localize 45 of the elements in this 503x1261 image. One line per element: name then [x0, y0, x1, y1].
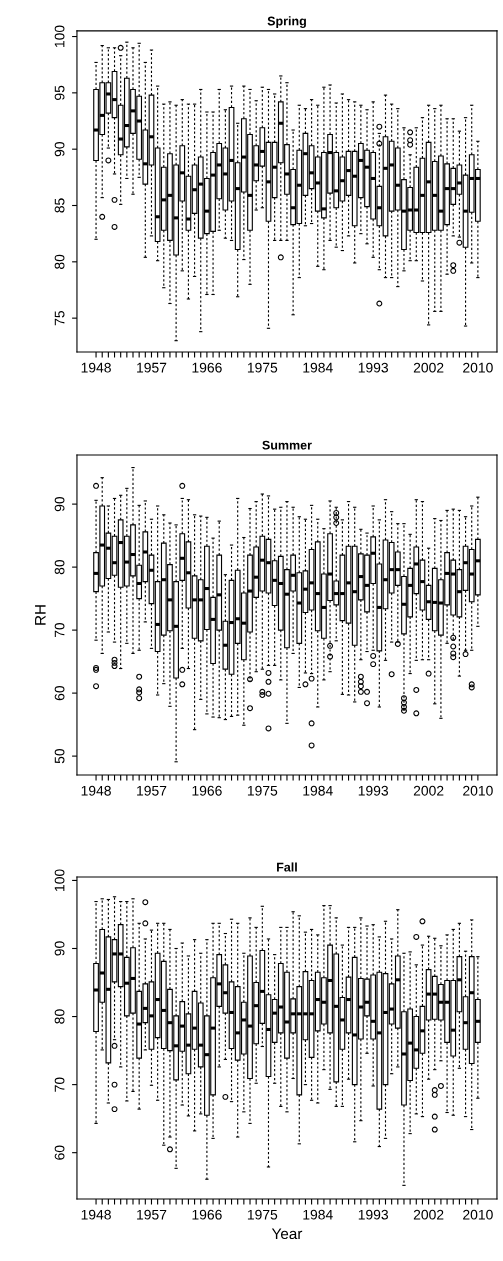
x-tick-label: 1948: [81, 1209, 111, 1220]
y-tick-label: 95: [54, 85, 65, 100]
chart-title: Fall: [277, 862, 297, 872]
x-tick-label: 1993: [358, 362, 389, 373]
x-tick-label: 2002: [413, 362, 444, 373]
y-tick-label: 90: [54, 496, 65, 512]
x-axis-title: Year: [271, 1228, 303, 1240]
y-axis-title: RH: [35, 605, 46, 625]
y-tick-label: 75: [54, 311, 65, 326]
chart-title: Spring: [267, 16, 306, 28]
x-tick-label: 1966: [192, 362, 222, 373]
y-tick-label: 60: [54, 1145, 65, 1160]
y-tick-label: 90: [54, 141, 65, 157]
x-tick-label: 1993: [358, 1209, 389, 1220]
x-tick-label: 1966: [192, 1209, 222, 1220]
x-tick-label: 1984: [303, 362, 333, 373]
x-tick-label: 1948: [81, 785, 111, 796]
x-tick-label: 1975: [247, 1209, 278, 1220]
x-tick-label: 1966: [192, 785, 222, 796]
y-tick-label: 70: [54, 1077, 65, 1092]
x-tick-label: 1957: [137, 785, 167, 796]
x-tick-label: 1975: [247, 785, 278, 796]
y-tick-label: 50: [54, 748, 65, 764]
x-tick-label: 1993: [358, 785, 389, 796]
y-tick-label: 100: [54, 869, 65, 891]
x-tick-label: 1957: [137, 362, 167, 373]
x-tick-label: 2010: [463, 785, 493, 796]
y-tick-label: 100: [54, 25, 65, 48]
y-tick-label: 90: [54, 941, 65, 956]
y-tick-label: 80: [54, 254, 65, 269]
y-tick-label: 80: [54, 1009, 65, 1024]
x-tick-label: 2010: [463, 1209, 493, 1220]
y-tick-label: 70: [54, 622, 65, 638]
chart-title: Summer: [262, 440, 312, 450]
x-tick-label: 2010: [463, 362, 493, 373]
y-tick-label: 85: [54, 198, 65, 213]
x-tick-label: 1948: [81, 362, 111, 373]
x-tick-label: 1957: [137, 1209, 167, 1220]
y-tick-label: 60: [54, 685, 65, 701]
x-tick-label: 2002: [413, 785, 444, 796]
x-tick-label: 1984: [303, 785, 333, 796]
x-tick-label: 1984: [303, 1209, 333, 1220]
x-tick-label: 2002: [413, 1209, 444, 1220]
y-tick-label: 80: [54, 559, 65, 575]
x-tick-label: 1975: [247, 362, 278, 373]
